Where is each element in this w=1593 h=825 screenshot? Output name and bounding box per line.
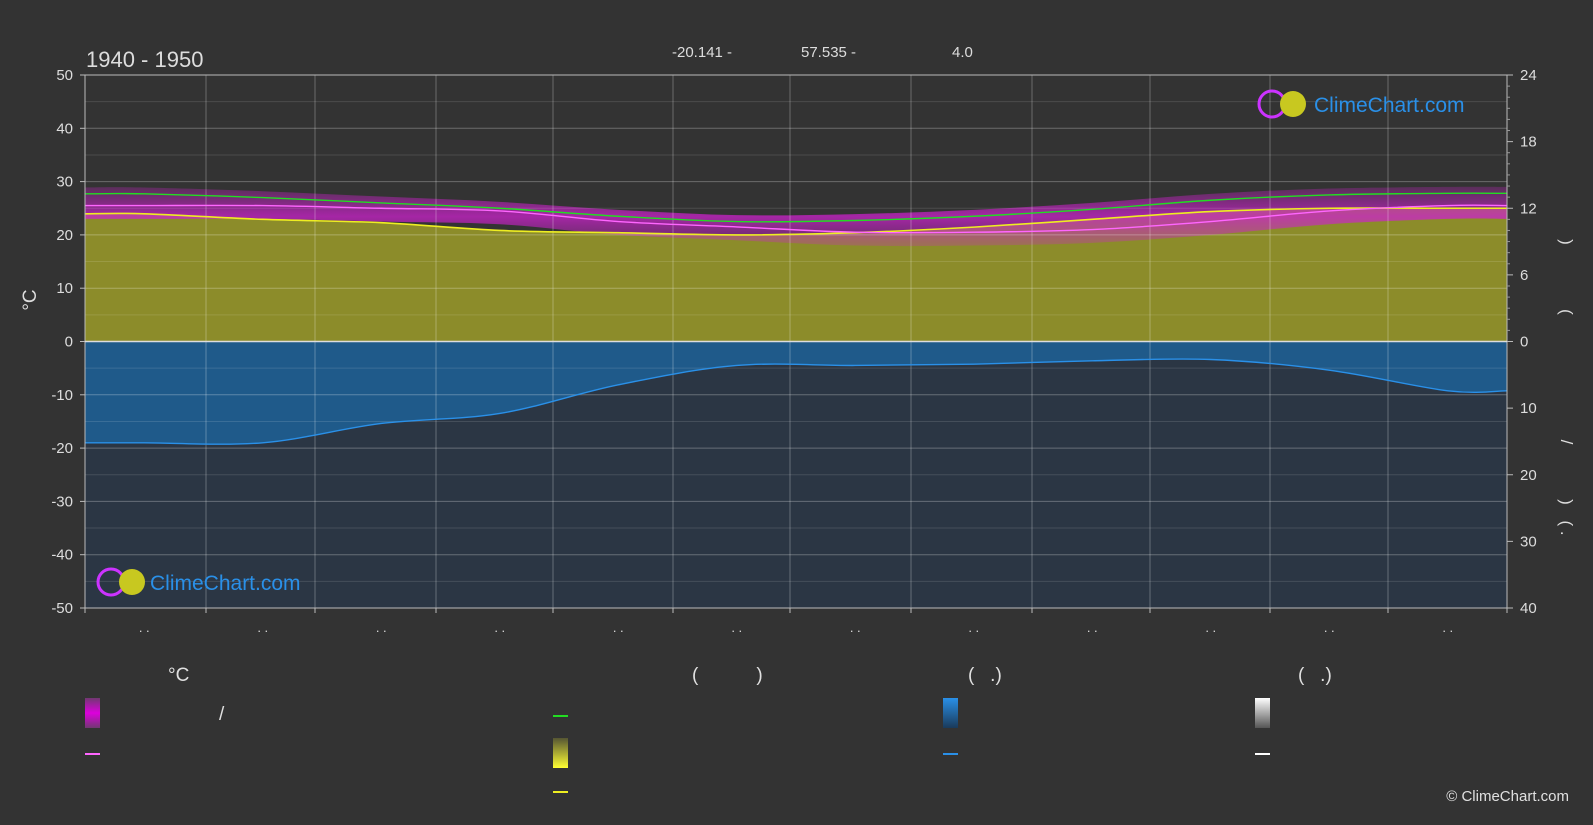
- left-tick-label: 10: [56, 280, 73, 297]
- legend-temp-header: °C: [168, 665, 190, 686]
- x-tick-label: . .: [1442, 620, 1453, 635]
- left-tick-label: 20: [56, 227, 73, 244]
- right-axis-glyph: ( .: [1557, 520, 1576, 535]
- legend-temp-range-swatch: [85, 698, 100, 728]
- logo-sun-icon: [1280, 91, 1306, 117]
- right-tick-label-sun: 24: [1520, 67, 1537, 84]
- right-axis-glyph: /: [1557, 440, 1576, 445]
- left-tick-label: 0: [65, 334, 73, 351]
- left-tick-label: 40: [56, 120, 73, 137]
- logo-text-top: ClimeChart.com: [1314, 94, 1465, 117]
- left-tick-label: -10: [51, 387, 73, 404]
- left-tick-label: -50: [51, 600, 73, 617]
- left-tick-label: 30: [56, 174, 73, 191]
- x-tick-label: . .: [1205, 620, 1216, 635]
- x-tick-label: . .: [731, 620, 742, 635]
- copyright: © ClimeChart.com: [1446, 788, 1569, 805]
- right-axis-glyph: ): [1557, 499, 1576, 505]
- x-tick-label: . .: [257, 620, 268, 635]
- legend-sun-line-swatch: [553, 791, 568, 793]
- legend-max-temp-swatch: [553, 715, 568, 717]
- day-temp-line: [85, 204, 1508, 234]
- logo-text-bottom: ClimeChart.com: [150, 572, 301, 595]
- elevation-text: 4.0: [952, 44, 973, 61]
- plot-fills: [85, 186, 1507, 608]
- legend-rain-header: ( .): [968, 665, 1002, 686]
- logo-top: ClimeChart.com: [1257, 89, 1465, 119]
- max-temp-line: [84, 192, 1508, 223]
- legend-day-temp-swatch: [85, 753, 100, 755]
- x-tick-label: . .: [494, 620, 505, 635]
- x-tick-label: . .: [1087, 620, 1098, 635]
- legend-temp-range-separator: /: [219, 704, 225, 725]
- left-tick-label: -20: [51, 440, 73, 457]
- sunshine-area: [85, 208, 1507, 342]
- logo-bottom: ClimeChart.com: [96, 567, 301, 597]
- x-tick-label: . .: [1324, 620, 1335, 635]
- left-tick-label: 50: [56, 67, 73, 84]
- temperature-range-band: [85, 186, 1507, 247]
- longitude-text: 57.535 -: [801, 44, 856, 61]
- legend-sun-swatch: [553, 738, 568, 768]
- x-tick-label: . .: [139, 620, 150, 635]
- x-tick-label: . .: [376, 620, 387, 635]
- legend-sun-header: ( ): [692, 665, 763, 686]
- chart-axes: 50 40 30 20 10 0 -10 -20 -30 -40 -50 24 18 12 6 0 10 20 30…: [51, 67, 1576, 635]
- legend-snow-line-swatch: [1255, 753, 1270, 755]
- legend-snow-swatch: [1255, 698, 1270, 728]
- right-tick-label-precip: 40: [1520, 600, 1537, 617]
- right-tick-label-sun: 6: [1520, 267, 1528, 284]
- x-tick-label: . .: [613, 620, 624, 635]
- right-tick-label-precip: 20: [1520, 467, 1537, 484]
- right-tick-label-sun: 12: [1520, 200, 1537, 217]
- right-tick-label-sun: 0: [1520, 334, 1528, 351]
- right-tick-label-precip: 10: [1520, 400, 1537, 417]
- precip-line: [85, 358, 1508, 445]
- sunshine-line: [84, 207, 1507, 236]
- left-axis-label: °C: [20, 289, 41, 310]
- right-tick-label-sun: 18: [1520, 134, 1537, 151]
- left-tick-label: -30: [51, 493, 73, 510]
- legend-rain-line-swatch: [943, 753, 958, 755]
- latitude-text: -20.141 -: [672, 44, 732, 61]
- left-tick-label: -40: [51, 547, 73, 564]
- legend-snow-header: ( .): [1298, 665, 1332, 686]
- right-axis-glyph: ): [1557, 239, 1576, 245]
- legend-rain-swatch: [943, 698, 958, 728]
- period-title: 1940 - 1950: [86, 47, 203, 72]
- right-tick-label-precip: 30: [1520, 533, 1537, 550]
- right-axis-glyph: (: [1557, 309, 1576, 315]
- x-tick-label: . .: [968, 620, 979, 635]
- x-tick-label: . .: [850, 620, 861, 635]
- logo-sun-icon: [119, 569, 145, 595]
- series-lines: [84, 192, 1508, 445]
